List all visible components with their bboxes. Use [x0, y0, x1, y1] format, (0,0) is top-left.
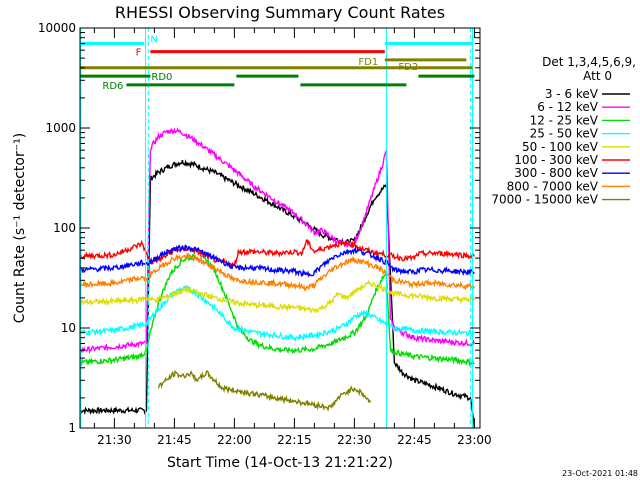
state-label-fd1: FD1 [358, 57, 378, 68]
legend-title-2: Att 0 [583, 69, 612, 83]
plot-frame [79, 27, 481, 429]
x-tick-label-2: 22:00 [217, 433, 252, 447]
series-line-6 [79, 244, 475, 278]
legend-label-1: 6 - 12 keV [537, 100, 599, 114]
y-axis: 1 10 100 1000 10000 [38, 21, 480, 435]
x-tick-label-3: 22:15 [277, 433, 312, 447]
y-tick-label-1: 10 [61, 321, 76, 335]
legend-label-8: 7000 - 15000 keV [491, 193, 598, 207]
state-label-f: F [136, 48, 142, 59]
legend-label-2: 12 - 25 keV [530, 113, 599, 127]
state-label-rd6: RD6 [102, 81, 123, 92]
legend-label-5: 100 - 300 keV [514, 153, 598, 167]
chart-title: RHESSI Observing Summary Count Rates [115, 3, 445, 22]
x-axis: 21:30 21:45 22:00 22:15 22:30 22:45 23:00 [93, 28, 492, 447]
state-label-rd0: RD0 [151, 72, 172, 83]
date-stamp: 23-Oct-2021 01:48 [562, 469, 638, 478]
x-axis-label: Start Time (14-Oct-13 21:21:22) [167, 455, 393, 471]
state-label-fd2: FD2 [398, 62, 418, 73]
state-label-n: N [150, 34, 157, 45]
legend-title-1: Det 1,3,4,5,6,9, [542, 55, 636, 69]
legend-label-4: 50 - 100 keV [522, 140, 599, 154]
legend-label-7: 800 - 7000 keV [507, 179, 599, 193]
legend-label-6: 300 - 800 keV [514, 166, 598, 180]
x-tick-label-4: 22:30 [337, 433, 372, 447]
series-line-1 [79, 127, 476, 355]
x-tick-label-0: 21:30 [97, 433, 132, 447]
y-tick-label-2: 100 [53, 221, 76, 235]
legend-label-3: 25 - 50 keV [530, 127, 599, 141]
x-tick-label-1: 21:45 [157, 433, 192, 447]
plot-area: NF FD1 FD2 RD0 RD6 [79, 28, 476, 429]
legend-label-0: 3 - 6 keV [545, 87, 599, 101]
x-tick-label-6: 23:00 [457, 433, 492, 447]
series-line-8 [157, 369, 372, 412]
y-tick-label-4: 10000 [38, 21, 76, 35]
x-tick-label-5: 22:45 [397, 433, 432, 447]
y-tick-label-3: 1000 [45, 121, 76, 135]
y-tick-label-0: 1 [68, 421, 76, 435]
y-axis-label: Count Rate (s⁻¹ detector⁻¹) [12, 133, 28, 323]
